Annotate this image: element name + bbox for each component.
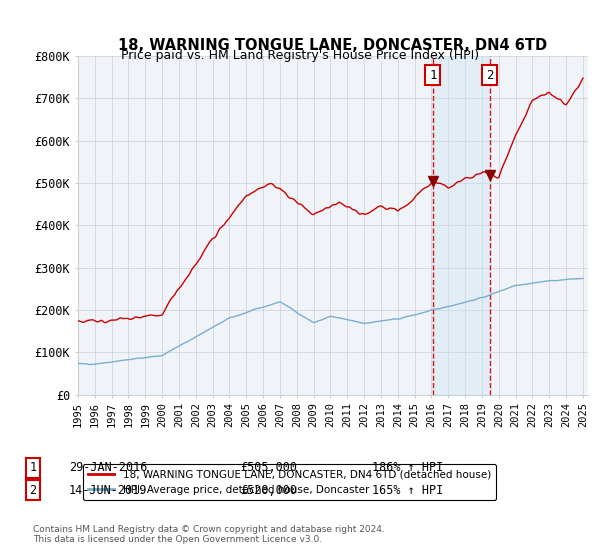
Text: 2: 2 <box>486 68 493 82</box>
Text: 2: 2 <box>29 483 37 497</box>
Text: 165% ↑ HPI: 165% ↑ HPI <box>372 483 443 497</box>
Text: £505,000: £505,000 <box>240 461 297 474</box>
Legend: 18, WARNING TONGUE LANE, DONCASTER, DN4 6TD (detached house), HPI: Average price: 18, WARNING TONGUE LANE, DONCASTER, DN4 … <box>83 464 496 500</box>
Text: 1: 1 <box>429 68 437 82</box>
Text: £520,000: £520,000 <box>240 483 297 497</box>
Title: 18, WARNING TONGUE LANE, DONCASTER, DN4 6TD: 18, WARNING TONGUE LANE, DONCASTER, DN4 … <box>118 39 548 53</box>
Text: Price paid vs. HM Land Registry's House Price Index (HPI): Price paid vs. HM Land Registry's House … <box>121 49 479 62</box>
Text: Contains HM Land Registry data © Crown copyright and database right 2024.
This d: Contains HM Land Registry data © Crown c… <box>33 525 385 544</box>
Text: 186% ↑ HPI: 186% ↑ HPI <box>372 461 443 474</box>
Text: 29-JAN-2016: 29-JAN-2016 <box>69 461 148 474</box>
Text: 1: 1 <box>29 461 37 474</box>
Bar <box>433 56 490 395</box>
Text: 14-JUN-2019: 14-JUN-2019 <box>69 483 148 497</box>
